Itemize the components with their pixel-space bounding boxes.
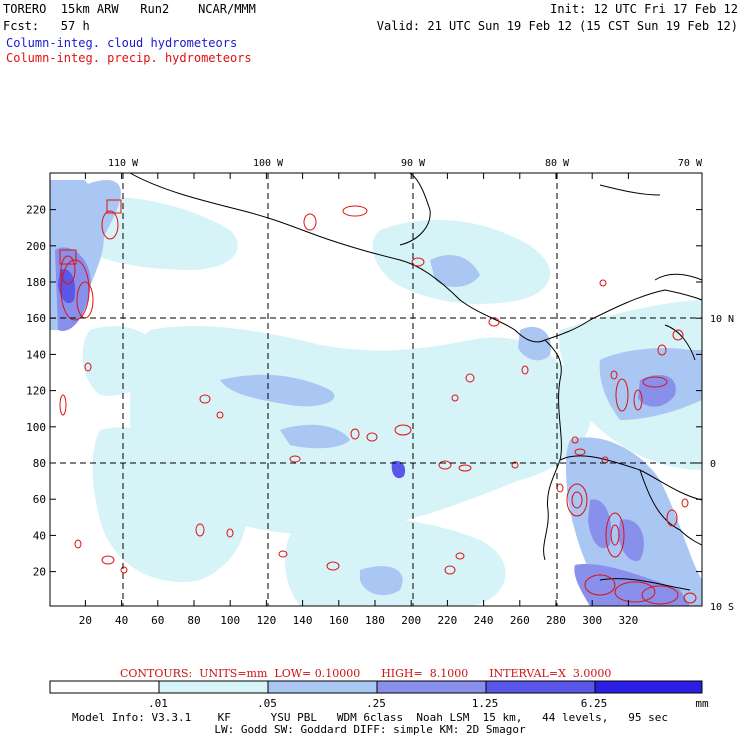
y-tick-label: 20 xyxy=(33,566,46,579)
colorbar-unit: mm xyxy=(695,697,709,710)
colorbar-label: .25 xyxy=(366,697,386,710)
model-info-line1: Model Info: V3.3.1 KF YSU PBL WDM 6class… xyxy=(71,711,669,724)
x-tick-label: 280 xyxy=(546,614,566,627)
header-title: TORERO 15km ARW Run2 NCAR/MMM xyxy=(3,2,256,16)
x-tick-label: 320 xyxy=(618,614,638,627)
x-tick-label: 140 xyxy=(293,614,313,627)
contour-info: CONTOURS: UNITS=mm LOW= 0.10000 HIGH= 8.… xyxy=(120,667,612,680)
x-tick-label: 40 xyxy=(115,614,128,627)
colorbar-segment xyxy=(485,680,596,694)
y-tick-label: 140 xyxy=(26,348,46,361)
longitude-label: 100 W xyxy=(253,158,284,169)
precip-contours xyxy=(59,199,697,605)
x-tick-label: 20 xyxy=(79,614,92,627)
x-tick-label: 120 xyxy=(256,614,276,627)
colorbar-segment xyxy=(49,680,160,694)
latitude-label: 10 S xyxy=(710,602,734,613)
header-forecast-hour: Fcst: 57 h xyxy=(3,19,90,33)
x-tick-marks xyxy=(84,173,629,606)
y-tick-labels: 220 200 180 160 140 120 100 80 60 40 20 xyxy=(26,204,46,579)
x-tick-label: 60 xyxy=(151,614,164,627)
longitude-label: 70 W xyxy=(678,158,703,169)
colorbar-segment xyxy=(267,680,378,694)
colorbar-label: .05 xyxy=(257,697,277,710)
x-tick-label: 220 xyxy=(437,614,457,627)
longitude-labels: 110 W 100 W 90 W 80 W 70 W xyxy=(108,158,703,169)
x-tick-label: 100 xyxy=(220,614,240,627)
legend-precip-hydrometeors: Column-integ. precip. hydrometeors xyxy=(6,51,252,65)
y-tick-label: 40 xyxy=(33,529,46,542)
x-tick-label: 200 xyxy=(401,614,421,627)
plot-frame xyxy=(49,172,703,607)
model-info-line2: LW: Godd SW: Goddard DIFF: simple KM: 2D… xyxy=(214,723,526,736)
y-tick-label: 220 xyxy=(26,204,46,217)
longitude-label: 110 W xyxy=(108,158,139,169)
colorbar-segment xyxy=(594,680,703,694)
colorbar-label: .01 xyxy=(148,697,168,710)
x-tick-label: 180 xyxy=(365,614,385,627)
colorbar-segment xyxy=(158,680,269,694)
y-tick-label: 160 xyxy=(26,312,46,325)
y-tick-marks xyxy=(50,209,702,573)
colorbar-label: 6.25 xyxy=(580,697,608,710)
x-tick-label: 80 xyxy=(187,614,200,627)
longitude-label: 80 W xyxy=(545,158,570,169)
x-tick-label: 160 xyxy=(329,614,349,627)
x-tick-label: 300 xyxy=(582,614,602,627)
latitude-label: 0 xyxy=(710,459,716,470)
x-tick-label: 260 xyxy=(510,614,530,627)
legend-cloud-hydrometeors: Column-integ. cloud hydrometeors xyxy=(6,36,238,50)
colorbar-segment xyxy=(376,680,487,694)
colorbar xyxy=(49,680,703,694)
coastline xyxy=(129,173,702,591)
x-tick-label: 240 xyxy=(474,614,494,627)
y-tick-label: 200 xyxy=(26,240,46,253)
y-tick-label: 180 xyxy=(26,276,46,289)
hydrometeor-field xyxy=(50,180,702,606)
header-valid-time: Valid: 21 UTC Sun 19 Feb 12 (15 CST Sun … xyxy=(376,19,738,33)
latitude-labels: 10 N 0 10 S xyxy=(710,314,734,613)
colorbar-label: 1.25 xyxy=(471,697,499,710)
header-init-time: Init: 12 UTC Fri 17 Feb 12 xyxy=(550,2,738,16)
latitude-label: 10 N xyxy=(710,314,734,325)
y-tick-label: 100 xyxy=(26,421,46,434)
y-tick-label: 60 xyxy=(33,493,46,506)
longitude-label: 90 W xyxy=(401,158,426,169)
y-tick-label: 120 xyxy=(26,385,46,398)
x-tick-labels: 20 40 60 80 100 120 140 160 180 200 220 240 260 280 30… xyxy=(79,614,639,627)
y-tick-label: 80 xyxy=(33,457,46,470)
